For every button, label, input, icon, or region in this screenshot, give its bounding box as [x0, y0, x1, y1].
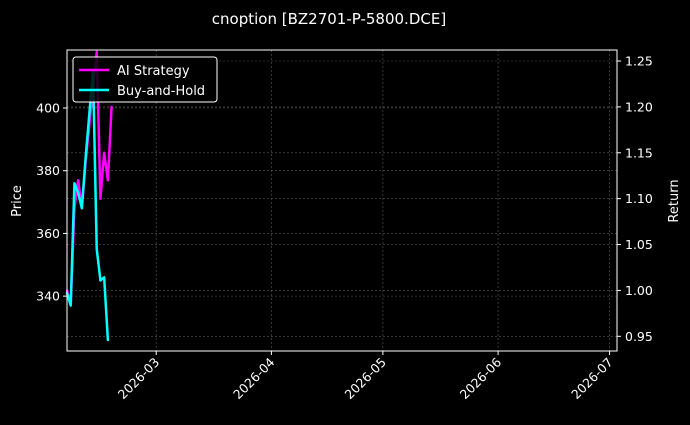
chart-title: cnoption [BZ2701-P-5800.DCE]	[212, 10, 446, 28]
legend: AI Strategy Buy-and-Hold	[72, 56, 218, 103]
data-point-ai-strategy	[99, 198, 102, 200]
data-point-buy-and-hold	[73, 182, 76, 184]
data-point-buy-and-hold	[77, 192, 79, 194]
y-left-tick-label: 400	[36, 101, 60, 116]
data-point-ai-strategy	[103, 152, 105, 154]
y-right-tick-label: 1.20	[625, 99, 653, 114]
data-point-buy-and-hold	[99, 279, 102, 282]
y-right-tick-label: 0.95	[625, 329, 653, 344]
data-point-buy-and-hold	[70, 304, 72, 307]
legend-label-buy-and-hold: Buy-and-Hold	[117, 84, 205, 99]
data-point-buy-and-hold	[96, 248, 98, 250]
y-right-tick-label: 1.15	[625, 145, 653, 160]
data-point-ai-strategy	[96, 51, 98, 53]
legend-label-ai-strategy: AI Strategy	[117, 64, 190, 79]
plot-area-frame	[66, 49, 618, 352]
data-point-buy-and-hold	[107, 339, 109, 341]
data-point-buy-and-hold	[88, 113, 90, 115]
data-point-ai-strategy	[77, 179, 79, 181]
y-right-tick-label: 1.05	[625, 237, 653, 252]
y-right-tick-label: 1.10	[625, 191, 653, 206]
y-left-tick-label: 360	[36, 226, 60, 241]
y-left-tick-label: 380	[36, 163, 60, 178]
data-point-buy-and-hold	[84, 157, 87, 159]
y-axis-label-right: Return	[667, 179, 682, 222]
y-left-tick-label: 340	[36, 289, 60, 304]
y-axis-label-left: Price	[10, 185, 25, 217]
data-point-ai-strategy	[107, 179, 109, 181]
data-point-ai-strategy	[110, 106, 113, 108]
y-right-tick-label: 1.25	[625, 54, 653, 69]
data-point-buy-and-hold	[103, 276, 105, 278]
series-line-buy-and-hold	[65, 69, 110, 342]
y-right-tick-label: 1.00	[625, 283, 653, 298]
data-point-buy-and-hold	[81, 207, 83, 209]
